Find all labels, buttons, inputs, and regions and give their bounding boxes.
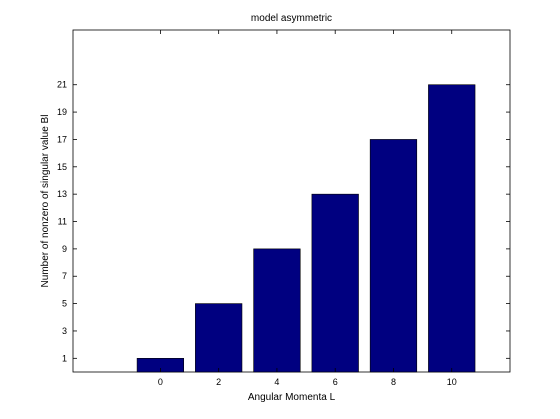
y-tick-label: 3: [62, 326, 67, 336]
y-tick-label: 17: [57, 134, 67, 144]
y-tick-label: 21: [57, 80, 67, 90]
y-tick-label: 9: [62, 244, 67, 254]
x-tick-label: 2: [216, 377, 221, 387]
bar-L-6: [311, 193, 359, 373]
x-tick-label: 6: [333, 377, 338, 387]
y-tick-label: 5: [62, 299, 67, 309]
bar-L-2: [195, 303, 243, 373]
x-axis-label: Angular Momenta L: [248, 392, 336, 403]
y-tick-label: 11: [58, 217, 67, 227]
y-tick-label: 19: [57, 107, 67, 117]
y-tick-label: 13: [57, 189, 67, 199]
x-tick-label: 4: [274, 377, 279, 387]
bars-group: [136, 84, 476, 373]
bar-L-10: [428, 84, 476, 373]
x-tick-label: 0: [158, 377, 163, 387]
y-tick-label: 1: [62, 353, 67, 363]
x-tick-label: 10: [447, 377, 457, 387]
chart-title: model asymmetric: [251, 13, 332, 24]
x-axis: 0 2 4 6 8 10: [158, 30, 457, 387]
x-tick-label: 8: [391, 377, 396, 387]
bar-L-8: [369, 139, 418, 373]
y-tick-label: 15: [57, 162, 67, 172]
bar-L-4: [253, 248, 301, 373]
y-tick-label: 7: [62, 271, 67, 281]
y-axis-label: Number of nonzero of singular value Bl: [40, 115, 51, 288]
